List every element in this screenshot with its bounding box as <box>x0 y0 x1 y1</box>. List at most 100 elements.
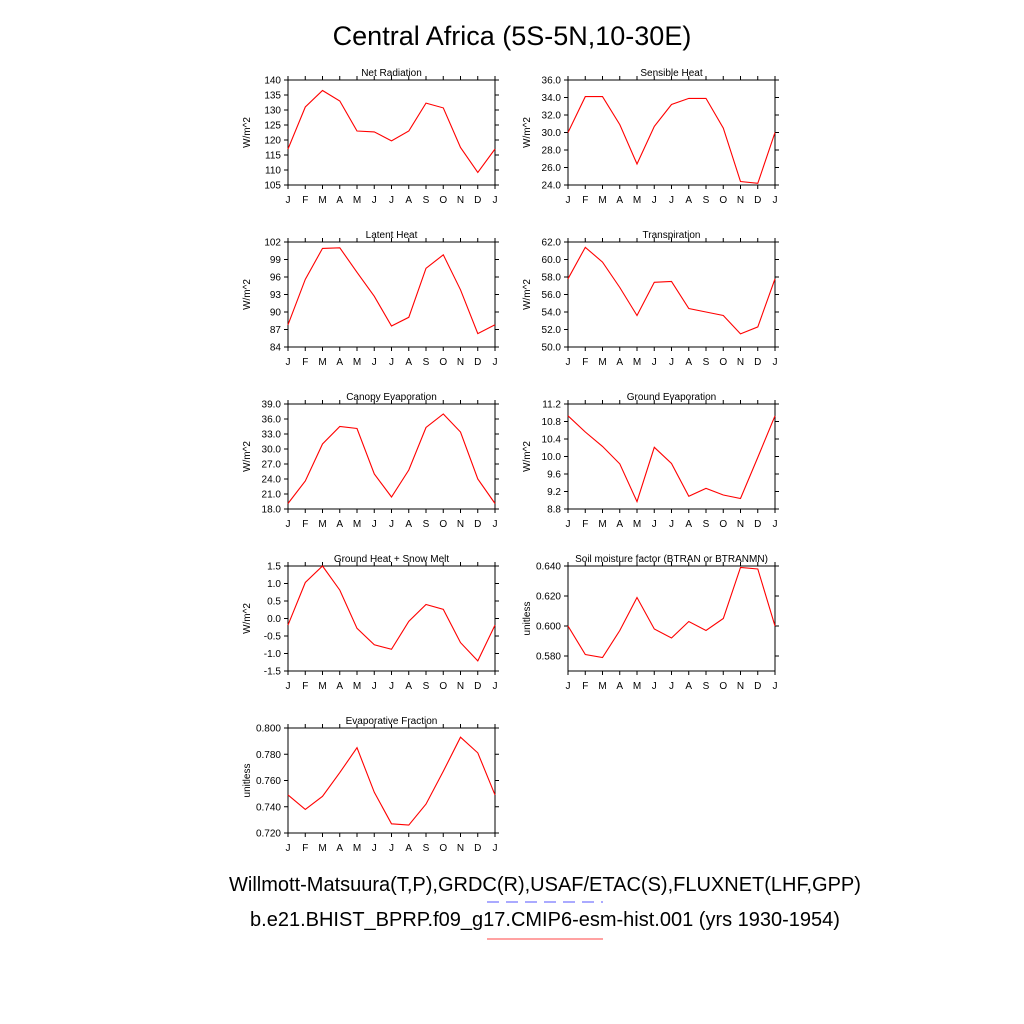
x-tick-label: A <box>336 519 343 530</box>
x-tick-label: J <box>286 357 291 368</box>
x-tick-label: J <box>389 843 394 854</box>
panel-title: Evaporative Fraction <box>346 716 438 727</box>
y-tick-label: 54.0 <box>542 308 562 319</box>
x-tick-label: O <box>439 843 447 854</box>
plot-frame <box>567 241 776 348</box>
y-tick-label: 0.720 <box>256 829 281 840</box>
y-tick-label: 1.0 <box>267 579 281 590</box>
x-tick-label: J <box>389 519 394 530</box>
y-tick-label: 105 <box>264 181 281 192</box>
panel-title: Latent Heat <box>366 230 418 241</box>
x-tick-label: N <box>737 357 744 368</box>
x-tick-label: J <box>493 519 498 530</box>
x-tick-label: S <box>703 519 710 530</box>
y-tick-label: 9.6 <box>547 470 561 481</box>
x-tick-label: J <box>566 681 571 692</box>
y-axis-label: W/m^2 <box>242 279 253 310</box>
x-tick-label: F <box>582 195 588 206</box>
x-tick-label: M <box>318 519 326 530</box>
x-tick-label: A <box>336 195 343 206</box>
x-tick-label: M <box>633 681 641 692</box>
x-tick-label: A <box>685 357 692 368</box>
y-tick-label: 50.0 <box>542 343 562 354</box>
panel-title: Ground Heat + Snow Melt <box>334 554 450 565</box>
x-tick-label: F <box>582 519 588 530</box>
y-tick-label: 10.0 <box>542 452 562 463</box>
plot-frame <box>287 727 496 834</box>
panel-title: Ground Evaporation <box>627 392 717 403</box>
x-tick-label: A <box>336 681 343 692</box>
y-tick-label: 52.0 <box>542 325 562 336</box>
x-tick-label: D <box>474 195 481 206</box>
panel-8: Soil moisture factor (BTRAN or BTRANMN) 0… <box>522 554 779 692</box>
y-tick-label: 0.0 <box>267 614 281 625</box>
x-tick-label: A <box>405 357 412 368</box>
y-tick-label: 26.0 <box>542 163 562 174</box>
x-tick-label: M <box>633 357 641 368</box>
y-tick-label: 90 <box>270 308 282 319</box>
y-axis-label: W/m^2 <box>522 441 533 472</box>
x-tick-label: J <box>652 681 657 692</box>
y-tick-label: 135 <box>264 91 281 102</box>
series-line <box>567 566 776 659</box>
x-tick-label: F <box>302 843 308 854</box>
y-tick-label: 0.600 <box>536 622 561 633</box>
y-tick-label: 30.0 <box>262 445 282 456</box>
panel-title: Soil moisture factor (BTRAN or BTRANMN) <box>575 554 768 565</box>
x-tick-label: J <box>372 195 377 206</box>
x-tick-label: J <box>669 195 674 206</box>
x-tick-label: A <box>616 681 623 692</box>
x-tick-label: S <box>703 681 710 692</box>
y-tick-label: 24.0 <box>542 181 562 192</box>
x-tick-label: A <box>685 195 692 206</box>
y-tick-label: 0.800 <box>256 724 281 735</box>
x-tick-label: A <box>616 195 623 206</box>
panel-title: Net Radiation <box>361 68 422 79</box>
y-tick-label: 36.0 <box>262 415 282 426</box>
y-tick-label: 0.740 <box>256 802 281 813</box>
x-tick-label: S <box>703 195 710 206</box>
x-tick-label: F <box>302 195 308 206</box>
x-tick-label: D <box>474 519 481 530</box>
series-line <box>287 89 496 174</box>
y-tick-label: 120 <box>264 136 281 147</box>
x-tick-label: D <box>474 843 481 854</box>
x-tick-label: D <box>474 681 481 692</box>
x-tick-label: M <box>353 843 361 854</box>
y-tick-label: 27.0 <box>262 460 282 471</box>
x-tick-label: J <box>669 681 674 692</box>
y-tick-label: 10.4 <box>542 435 562 446</box>
y-tick-label: 39.0 <box>262 400 282 411</box>
y-tick-label: 24.0 <box>262 475 282 486</box>
x-tick-label: D <box>754 681 761 692</box>
y-tick-label: 36.0 <box>542 76 562 87</box>
plot-frame <box>287 403 496 510</box>
x-tick-label: O <box>439 357 447 368</box>
y-axis-label: W/m^2 <box>522 117 533 148</box>
y-tick-label: 0.620 <box>536 592 561 603</box>
y-tick-label: 87 <box>270 325 282 336</box>
x-tick-label: S <box>423 681 430 692</box>
x-tick-label: M <box>633 195 641 206</box>
x-tick-label: J <box>566 519 571 530</box>
x-tick-label: J <box>493 357 498 368</box>
plot-frame <box>567 79 776 186</box>
series-line <box>287 736 496 826</box>
panel-title: Canopy Evaporation <box>346 392 437 403</box>
x-tick-label: J <box>652 519 657 530</box>
x-tick-label: F <box>582 681 588 692</box>
x-tick-label: J <box>286 519 291 530</box>
x-tick-label: N <box>457 681 464 692</box>
x-tick-label: J <box>493 843 498 854</box>
x-tick-label: J <box>372 843 377 854</box>
x-tick-label: S <box>423 843 430 854</box>
y-tick-label: 10.8 <box>542 417 562 428</box>
x-tick-label: D <box>754 195 761 206</box>
y-tick-label: 125 <box>264 121 281 132</box>
x-tick-label: N <box>457 195 464 206</box>
x-tick-label: N <box>457 519 464 530</box>
x-tick-label: D <box>474 357 481 368</box>
